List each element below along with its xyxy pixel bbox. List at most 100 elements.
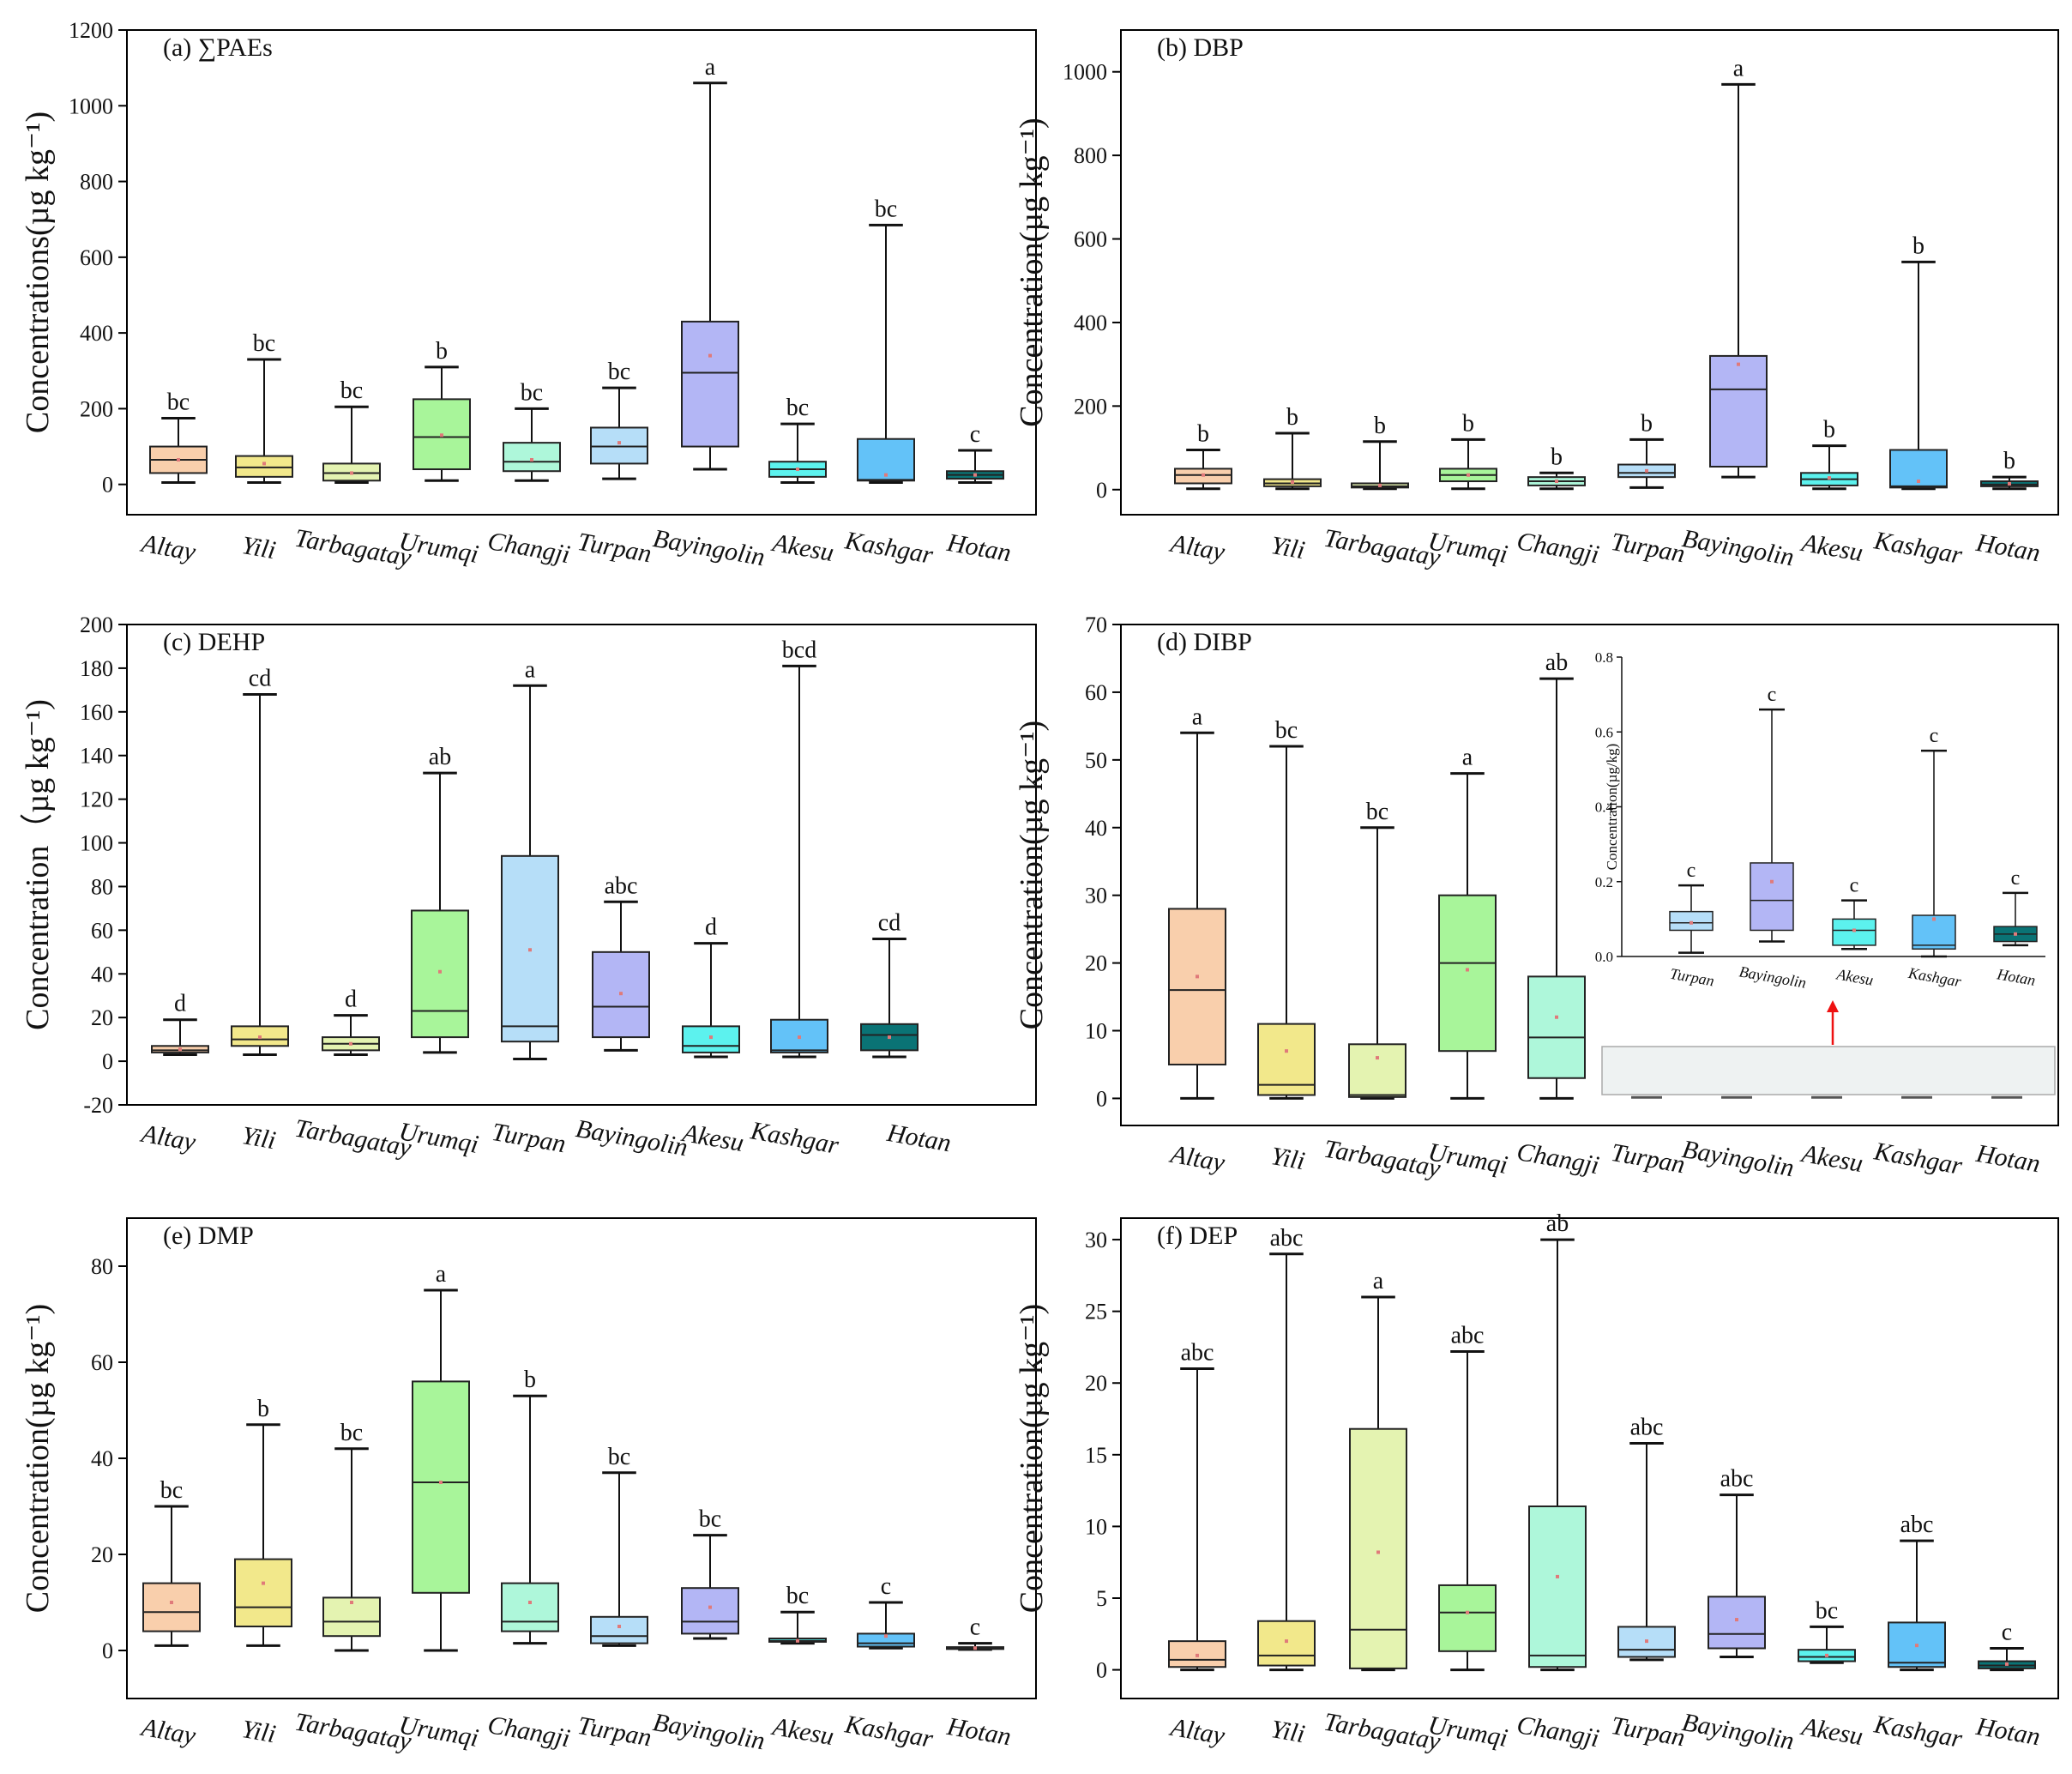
x-category-label: Changji — [485, 1711, 572, 1753]
y-tick-label: 40 — [1085, 816, 1107, 841]
box-iqr — [1669, 910, 1714, 932]
box-plot: bc — [235, 330, 293, 484]
y-axis-label: Concentration（µg kg⁻¹) — [20, 699, 56, 1030]
x-category-label: Turpan — [490, 1118, 568, 1159]
significance-letter: bc — [875, 196, 897, 222]
box-iqr — [1257, 1620, 1316, 1667]
box-plot: b — [1889, 232, 1948, 491]
mean-marker — [178, 1047, 182, 1052]
panel-label: (f) DEP — [1157, 1222, 1238, 1250]
significance-letter: bc — [1366, 799, 1388, 825]
mean-marker — [2008, 481, 2011, 486]
significance-letter: ab — [1545, 649, 1568, 676]
x-category-label: Changji — [485, 527, 572, 569]
significance-letter: bc — [1816, 1597, 1838, 1624]
x-category-label: Yili — [1268, 1142, 1307, 1175]
x-category-label: Hotan — [1973, 1139, 2043, 1179]
significance-letter: b — [2003, 448, 2015, 474]
significance-letter: bc — [167, 389, 190, 415]
panel-label: (d) DIBP — [1157, 628, 1252, 656]
box-plot: abc — [1617, 1414, 1676, 1662]
box-plot: cd — [231, 665, 289, 1056]
box-plot: bc — [681, 1506, 739, 1640]
y-axis-label: Concentration(µg kg⁻¹) — [1014, 1304, 1050, 1613]
box-plot: a — [501, 656, 559, 1061]
significance-letter: ab — [429, 744, 451, 770]
y-axis-label: Concentration(µg kg⁻¹) — [1014, 118, 1050, 426]
mean-marker — [973, 1646, 977, 1650]
x-category-label: Yili — [239, 1715, 278, 1748]
y-tick-label: 1000 — [1063, 60, 1107, 85]
x-category-label: Bayingolin — [1680, 524, 1796, 571]
panel-a: 0 200 400 600 800 1000 1200 Concentrations(µg k… — [20, 18, 1037, 572]
box-plot: bc — [149, 389, 208, 484]
inset-y-tick-label: 0.2 — [1595, 874, 1613, 890]
box-plot: d — [322, 987, 380, 1056]
mean-marker — [796, 1638, 799, 1643]
y-axis-label: Concentrations(µg kg⁻¹) — [20, 112, 56, 433]
x-category-label: Tarbagatay — [292, 523, 414, 571]
x-category-label: Akesu — [769, 1712, 836, 1751]
box-iqr — [681, 320, 739, 448]
plot-frame — [126, 624, 1037, 1106]
y-tick-label: 800 — [80, 170, 113, 195]
significance-letter: bc — [699, 1506, 721, 1533]
x-category-label: Bayingolin — [1680, 1135, 1796, 1182]
box-plot: abc — [1708, 1466, 1766, 1659]
mean-marker — [439, 1481, 443, 1484]
box-plot: bcd — [770, 637, 828, 1059]
inset-chart: 0.0 0.2 0.4 0.6 0.8 Concentration(µg/kg) Turpa… — [1595, 649, 2056, 1099]
box-plot: a — [1438, 745, 1497, 1100]
significance-letter: c — [1850, 875, 1859, 897]
box-plot: b — [1800, 417, 1858, 491]
x-category-label: Tarbagatay — [1322, 1134, 1443, 1182]
mean-marker — [1770, 879, 1774, 884]
y-tick-label: 200 — [80, 612, 113, 637]
mean-marker — [350, 471, 353, 475]
x-category-label: Bayingolin — [651, 524, 767, 571]
x-category-label: Altay — [138, 529, 199, 567]
y-tick-label: 40 — [91, 962, 113, 987]
box-plot: bc — [590, 1444, 648, 1647]
x-category-label: Akesu — [1798, 1139, 1865, 1178]
y-tick-label: 30 — [1085, 1228, 1107, 1252]
significance-letter: a — [1462, 745, 1473, 771]
mean-marker — [708, 1605, 712, 1609]
significance-letter: c — [1930, 725, 1939, 747]
box-plot: bc — [322, 1420, 381, 1652]
x-category-label: Yili — [1268, 531, 1307, 564]
mean-marker — [1376, 1056, 1379, 1060]
mean-marker — [1645, 1639, 1648, 1644]
box-plot: b — [1980, 448, 2039, 491]
mean-marker — [1555, 480, 1558, 484]
significance-letter: a — [525, 656, 536, 683]
mean-marker — [1466, 968, 1469, 972]
box-plot: b — [1527, 444, 1586, 491]
inset-x-category-label: Kashgar — [1906, 964, 1964, 991]
significance-letter: abc — [1270, 1225, 1304, 1252]
mean-marker — [350, 1601, 353, 1604]
y-tick-label: 0 — [1096, 1086, 1107, 1111]
box-plot: abc — [1257, 1225, 1316, 1672]
box-plot: cd — [860, 910, 919, 1059]
significance-letter: bc — [608, 359, 630, 385]
x-category-label: Turpan — [1609, 528, 1687, 569]
y-tick-label: 20 — [1085, 951, 1107, 976]
mean-marker — [1915, 1644, 1918, 1648]
mean-marker — [617, 1625, 621, 1628]
x-category-label: Hotan — [944, 528, 1014, 568]
box-plot: b — [501, 1367, 559, 1645]
box-plot: c — [1832, 875, 1876, 950]
y-tick-label: 60 — [91, 1350, 113, 1375]
x-category-label: Tarbagatay — [1322, 1707, 1443, 1755]
x-category-label: Kashgar — [1871, 1137, 1965, 1180]
box-iqr — [1832, 918, 1876, 946]
plot-frame — [126, 29, 1037, 516]
y-tick-label: 10 — [1085, 1514, 1107, 1539]
box-plot: a — [681, 54, 739, 471]
mean-marker — [1285, 1639, 1288, 1644]
y-tick-label: 80 — [91, 874, 113, 899]
inset-x-category-label: Turpan — [1669, 965, 1716, 990]
box-iqr — [503, 442, 561, 473]
significance-letter: b — [1197, 421, 1209, 448]
